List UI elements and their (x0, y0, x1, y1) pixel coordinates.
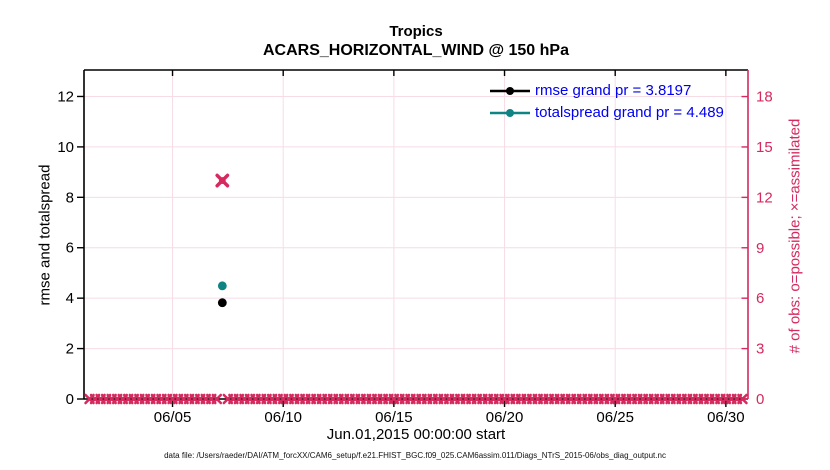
gridlines (84, 70, 748, 399)
obs-count-marker (215, 173, 230, 188)
x-tick-label: 06/30 (707, 409, 745, 426)
totalspread-marker (217, 281, 227, 291)
left-tick-label: 10 (57, 139, 74, 156)
x-tick-label: 06/05 (154, 409, 192, 426)
right-tick-label: 15 (756, 139, 773, 156)
x-axis-ticks: 06/05 06/10 06/15 06/20 06/25 06/30 (154, 70, 745, 426)
legend-entry-rmse: rmse grand pr = 3.8197 (488, 82, 691, 99)
obs-o-marker (218, 177, 226, 184)
rmse-line-dot-icon (490, 86, 530, 95)
x-tick-label: 06/15 (375, 409, 413, 426)
legend-label-totalspread: totalspread grand pr = 4.489 (535, 104, 724, 121)
legend-label-rmse: rmse grand pr = 3.8197 (535, 82, 692, 99)
right-tick-label: 9 (756, 240, 764, 257)
right-tick-label: 0 (756, 391, 764, 408)
left-tick-label: 0 (66, 391, 74, 408)
left-tick-label: 2 (66, 341, 74, 358)
right-tick-label: 12 (756, 189, 773, 206)
x-axis-label: Jun.01,2015 00:00:00 start (326, 426, 506, 443)
totalspread-line-dot-icon (490, 108, 530, 117)
left-tick-label: 8 (66, 189, 74, 206)
data-file-path: data file: /Users/raeder/DAI/ATM_forcXX/… (164, 451, 666, 460)
chart-subtitle: ACARS_HORIZONTAL_WIND @ 150 hPa (262, 42, 569, 59)
x-tick-label: 06/20 (486, 409, 524, 426)
right-tick-label: 18 (756, 89, 773, 106)
left-tick-label: 12 (57, 88, 74, 105)
left-tick-label: 4 (66, 290, 74, 307)
x-tick-label: 06/10 (264, 409, 302, 426)
rmse-marker (217, 298, 227, 308)
left-axis-ticks: 0 2 4 6 8 10 12 (57, 88, 84, 408)
zero-obs-x-markers (84, 393, 748, 405)
obs-x-marker (211, 393, 223, 405)
chart-title: Tropics (389, 23, 443, 40)
legend-entry-totalspread: totalspread grand pr = 4.489 (488, 104, 724, 121)
right-axis-ticks: 0 3 6 9 12 15 18 (741, 89, 773, 408)
right-tick-label: 6 (756, 290, 764, 307)
obs-x-marker (737, 393, 748, 405)
left-tick-label: 6 (66, 240, 74, 257)
x-tick-label: 06/25 (596, 409, 634, 426)
right-tick-label: 3 (756, 341, 764, 358)
